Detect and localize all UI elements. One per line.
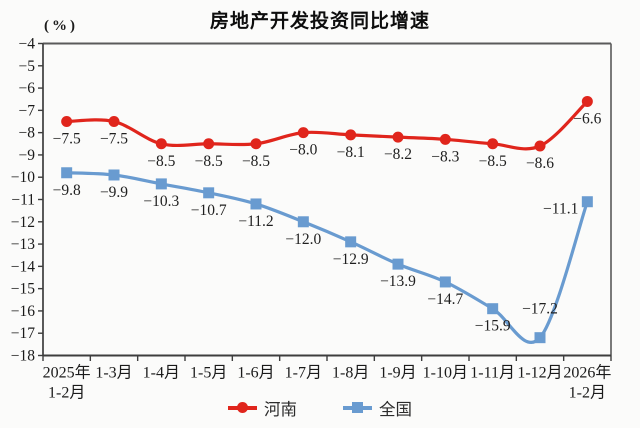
- square-point-marker: [250, 198, 262, 210]
- x-tick-label: 1-5月: [190, 365, 227, 382]
- circle-marker-icon: [237, 402, 248, 414]
- square-point-marker: [108, 169, 120, 181]
- chart-title: 房地产开发投资同比增速: [209, 11, 430, 32]
- y-tick-label: −13: [11, 236, 35, 253]
- data-label: −9.9: [100, 184, 128, 201]
- circle-point-marker: [392, 131, 404, 143]
- data-label: −7.5: [100, 131, 128, 148]
- data-label: −6.6: [573, 110, 601, 127]
- square-point-marker: [439, 276, 451, 288]
- data-label: −11.1: [543, 201, 578, 218]
- circle-point-marker: [581, 95, 593, 107]
- square-point-marker: [61, 167, 73, 179]
- y-tick-label: −12: [11, 214, 35, 231]
- circle-point-marker: [534, 140, 546, 152]
- circle-point-marker: [439, 133, 451, 145]
- data-label: −17.2: [522, 301, 558, 318]
- y-tick-label: −14: [11, 258, 35, 275]
- data-label: −8.2: [384, 146, 412, 163]
- data-label: −10.7: [191, 202, 227, 219]
- data-label: −8.5: [195, 153, 223, 170]
- data-label: −12.0: [285, 231, 321, 248]
- y-tick-label: −5: [19, 58, 36, 75]
- data-label: −13.9: [380, 273, 416, 290]
- legend-item-henan: 河南: [228, 396, 297, 420]
- series-line-henan: [65, 99, 589, 151]
- square-point-marker: [203, 187, 215, 199]
- circle-point-marker: [487, 138, 499, 150]
- y-tick-label: −17: [11, 325, 35, 342]
- data-label: −8.3: [431, 148, 459, 165]
- data-label: −10.3: [143, 193, 179, 210]
- square-point-marker: [297, 216, 309, 228]
- legend: 河南 全国: [0, 397, 640, 419]
- square-point-marker: [155, 178, 167, 190]
- x-tick-label: 1-8月: [332, 365, 369, 382]
- y-tick-label: −16: [11, 303, 35, 320]
- data-label: −8.5: [242, 153, 270, 170]
- square-point-marker: [581, 196, 593, 208]
- x-tick-label: 1-2月: [569, 385, 606, 402]
- x-tick-label: 1-10月: [423, 365, 468, 382]
- square-point-marker: [392, 258, 404, 270]
- data-label: −7.5: [53, 131, 81, 148]
- x-tick-label: 1-3月: [95, 365, 132, 382]
- y-tick-label: −4: [19, 36, 36, 53]
- x-tick-label: 1-2月: [48, 385, 85, 402]
- x-tick-label: 2026年: [563, 364, 611, 382]
- y-tick-label: −15: [11, 281, 35, 298]
- national-line-icon: [343, 402, 372, 414]
- x-tick-label: 2025年: [43, 364, 91, 382]
- circle-point-marker: [203, 138, 215, 150]
- data-label: −12.9: [333, 251, 369, 268]
- y-tick-label: −8: [19, 125, 36, 142]
- y-tick-label: −9: [19, 147, 36, 164]
- y-tick-label: −18: [11, 348, 35, 365]
- circle-point-marker: [155, 138, 167, 150]
- y-tick-label: −7: [19, 102, 36, 119]
- y-tick-label: −6: [19, 80, 36, 97]
- x-tick-label: 1-12月: [517, 365, 562, 382]
- data-label: −8.6: [526, 155, 554, 172]
- data-label: −14.7: [427, 291, 463, 308]
- legend-item-national: 全国: [343, 396, 412, 420]
- circle-point-marker: [108, 116, 120, 127]
- x-tick-label: 1-7月: [285, 365, 322, 382]
- legend-label-henan: 河南: [264, 400, 297, 419]
- square-point-marker: [345, 236, 357, 248]
- data-label: −11.2: [238, 213, 273, 230]
- square-point-marker: [487, 303, 499, 315]
- data-label: −8.0: [289, 142, 317, 159]
- square-marker-icon: [352, 402, 363, 414]
- data-label: −8.5: [479, 153, 507, 170]
- x-tick-label: 1-11月: [470, 365, 515, 382]
- henan-line-icon: [228, 402, 257, 414]
- data-label: −15.9: [475, 318, 511, 335]
- data-label: −8.1: [337, 144, 365, 161]
- legend-label-national: 全国: [379, 400, 412, 419]
- square-point-marker: [534, 332, 546, 344]
- circle-point-marker: [61, 116, 73, 127]
- circle-point-marker: [250, 138, 262, 150]
- x-tick-label: 1-6月: [237, 365, 274, 382]
- circle-point-marker: [297, 127, 309, 139]
- y-tick-label: −11: [11, 192, 35, 209]
- x-tick-label: 1-9月: [379, 365, 416, 382]
- circle-point-marker: [345, 129, 357, 141]
- x-tick-label: 1-4月: [143, 365, 180, 382]
- data-label: −8.5: [147, 153, 175, 170]
- data-label: −9.8: [53, 182, 81, 199]
- y-tick-label: −10: [11, 169, 35, 186]
- y-axis-unit-label: (%): [44, 18, 78, 34]
